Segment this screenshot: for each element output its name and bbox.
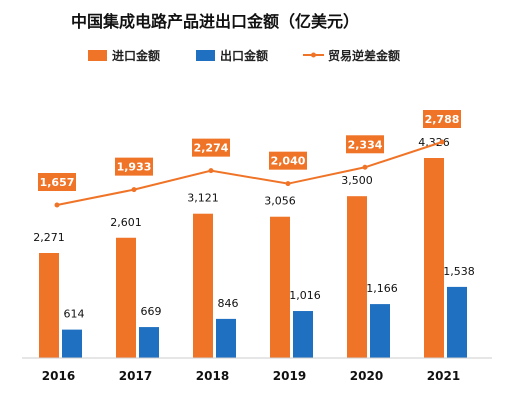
data-label-export-2019: 1,016 [289, 289, 321, 302]
data-label-export-2018: 846 [218, 297, 239, 310]
deficit-point-2018 [208, 168, 214, 174]
line-layer: 1,657 1,933 2,274 2,040 2,334 2,788 [38, 110, 461, 208]
bar-export-2018 [216, 318, 236, 358]
bar-export-2019 [293, 311, 313, 358]
bars-layer: 2,271 614 2,601 669 3,121 846 3,056 1,016 3,500 1… [33, 136, 475, 358]
x-tick-label-2019: 2019 [273, 369, 306, 383]
bar-import-2021 [424, 158, 444, 358]
chart-title: 中国集成电路产品进出口金额（亿美元） [71, 12, 359, 31]
legend-swatch-export [196, 50, 215, 61]
bar-import-2019 [270, 216, 290, 358]
deficit-label-box-2017 [115, 157, 153, 176]
x-tick-label-2021: 2021 [427, 369, 460, 383]
data-label-deficit-2016: 1,657 [40, 176, 75, 189]
data-label-import-2021: 4,326 [418, 136, 450, 149]
data-label-deficit-2021: 2,788 [425, 113, 460, 126]
legend-label-export: 出口金额 [220, 48, 268, 63]
deficit-point-2016 [54, 202, 60, 208]
data-label-deficit-2017: 1,933 [117, 161, 152, 174]
data-label-export-2021: 1,538 [443, 265, 475, 278]
deficit-point-2019 [285, 181, 291, 187]
data-label-import-2017: 2,601 [110, 216, 142, 229]
bar-import-2016 [39, 253, 59, 358]
data-label-export-2017: 669 [141, 305, 162, 318]
x-tick-label-2020: 2020 [350, 369, 383, 383]
bar-import-2020 [347, 196, 367, 358]
data-label-deficit-2020: 2,334 [348, 138, 383, 151]
deficit-point-2021 [439, 139, 445, 145]
data-label-export-2016: 614 [64, 308, 85, 321]
bar-export-2017 [139, 327, 159, 358]
x-tick-label-2016: 2016 [42, 369, 75, 383]
legend-label-deficit: 贸易逆差金额 [328, 48, 400, 63]
deficit-point-2020 [362, 164, 368, 170]
data-label-import-2016: 2,271 [33, 231, 65, 244]
deficit-label-box-2020 [346, 135, 384, 154]
bar-export-2020 [370, 304, 390, 358]
legend-swatch-import [88, 50, 107, 61]
x-tick-label-2017: 2017 [119, 369, 152, 383]
bar-import-2018 [193, 213, 213, 358]
legend-marker-deficit [311, 52, 316, 58]
data-label-import-2019: 3,056 [264, 195, 296, 208]
deficit-label-box-2018 [192, 138, 230, 157]
bar-export-2021 [447, 286, 467, 358]
chart-legend: 进口金额 出口金额 贸易逆差金额 [88, 48, 400, 63]
data-label-deficit-2019: 2,040 [271, 155, 306, 168]
data-label-import-2018: 3,121 [187, 192, 219, 205]
deficit-line [56, 141, 443, 206]
bar-export-2016 [62, 329, 82, 358]
deficit-label-box-2019 [269, 151, 307, 170]
data-label-import-2020: 3,500 [341, 174, 373, 187]
data-label-export-2020: 1,166 [366, 282, 398, 295]
x-axis-ticks: 2016 2017 2018 2019 2020 2021 [42, 369, 460, 383]
deficit-label-box-2021 [423, 110, 461, 128]
data-label-deficit-2018: 2,274 [194, 142, 229, 155]
legend-label-import: 进口金额 [112, 48, 160, 63]
x-tick-label-2018: 2018 [196, 369, 229, 383]
deficit-point-2017 [131, 187, 137, 193]
bar-import-2017 [116, 237, 136, 358]
deficit-label-box-2016 [38, 173, 76, 191]
